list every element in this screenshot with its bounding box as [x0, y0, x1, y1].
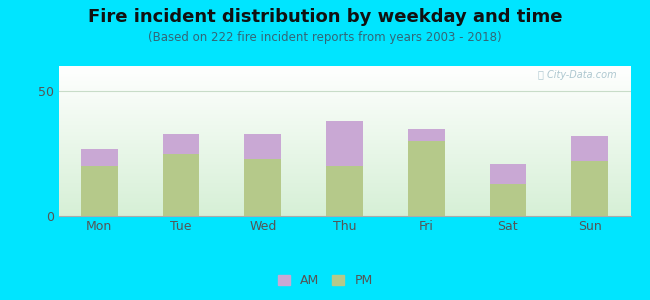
Bar [244, 134, 281, 158]
Bar [489, 164, 526, 184]
Text: (Based on 222 fire incident reports from years 2003 - 2018): (Based on 222 fire incident reports from… [148, 32, 502, 44]
Bar [489, 184, 526, 216]
Text: Fire incident distribution by weekday and time: Fire incident distribution by weekday an… [88, 8, 562, 26]
Bar [408, 141, 445, 216]
Bar [571, 136, 608, 161]
Bar [162, 134, 200, 154]
Bar [571, 161, 608, 216]
Bar [408, 128, 445, 141]
Bar [162, 154, 200, 216]
Text: Ⓠ City-Data.com: Ⓠ City-Data.com [538, 70, 616, 80]
Bar [326, 121, 363, 166]
Bar [81, 148, 118, 166]
Bar [81, 166, 118, 216]
Legend: AM, PM: AM, PM [274, 270, 376, 291]
Bar [244, 158, 281, 216]
Bar [326, 166, 363, 216]
